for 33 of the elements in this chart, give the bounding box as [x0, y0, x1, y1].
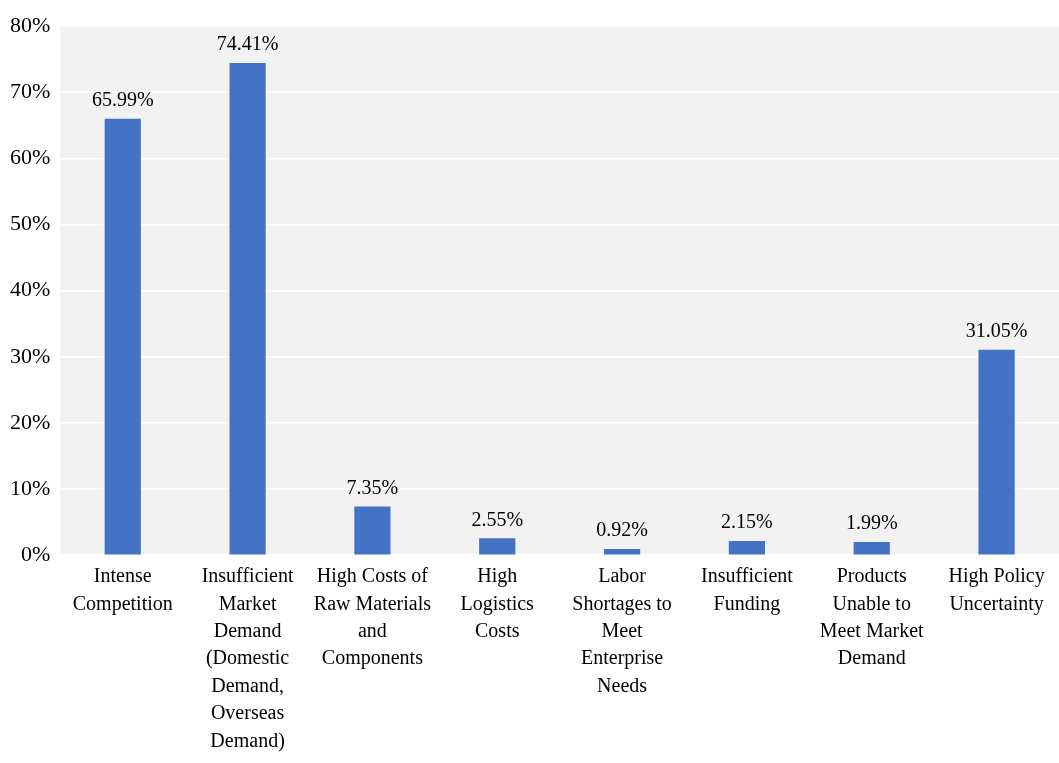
x-tick-label: Labor Shortages to Meet Enterprise Needs — [572, 564, 672, 696]
y-tick-label: 0% — [21, 540, 51, 566]
data-label: 31.05% — [965, 319, 1028, 342]
y-tick-label: 80% — [10, 11, 51, 37]
y-tick-label: 50% — [10, 210, 51, 236]
y-tick-label: 70% — [10, 77, 51, 103]
bar — [104, 118, 141, 555]
data-label: 2.55% — [471, 507, 524, 530]
x-tick-label: Products Unable to Meet Market Demand — [819, 564, 925, 669]
data-label: 65.99% — [91, 87, 154, 110]
x-tick-label: High Policy Uncertainty — [948, 564, 1045, 615]
bar — [603, 549, 641, 555]
y-tick-label: 40% — [10, 276, 51, 302]
x-tick-label: Insufficient Market Demand (Domestic Demand, Overseas Demand) — [201, 564, 294, 752]
bar — [853, 542, 890, 555]
bar — [978, 349, 1015, 555]
x-tick-label: High Logistics Costs — [460, 564, 535, 641]
data-label: 7.35% — [346, 475, 399, 498]
x-tick-label: High Costs of Raw Materials and Components — [313, 564, 432, 670]
data-label: 2.15% — [721, 510, 773, 533]
y-tick-label: 60% — [10, 144, 51, 170]
y-tick-label: 30% — [10, 342, 51, 368]
data-label: 0.92% — [596, 518, 648, 541]
x-tick-label: Intense Competition — [72, 564, 173, 615]
bar — [229, 62, 266, 555]
y-tick-label: 20% — [10, 408, 51, 434]
data-label: 74.41% — [216, 32, 279, 55]
y-tick-label: 10% — [10, 474, 51, 500]
data-label: 1.99% — [845, 511, 898, 534]
bar — [728, 540, 766, 555]
x-tick-label: Insufficient Funding — [701, 564, 794, 615]
bar — [354, 506, 391, 555]
bar — [479, 538, 516, 555]
